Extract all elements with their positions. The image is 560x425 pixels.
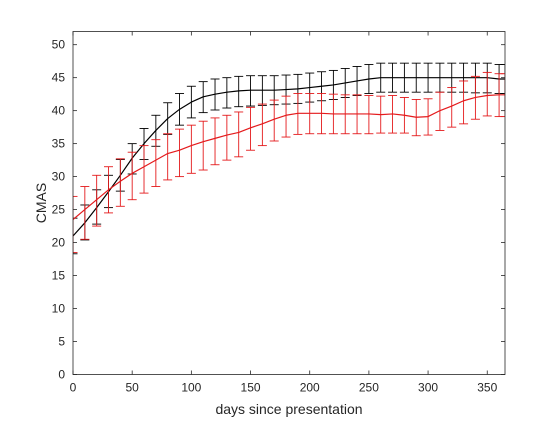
error-bar: [500, 64, 505, 94]
error-bar: [246, 75, 256, 107]
error-bar: [92, 174, 102, 227]
error-bar: [80, 186, 90, 240]
error-bar: [73, 195, 78, 253]
error-bar: [198, 120, 208, 171]
error-bar: [447, 87, 457, 128]
error-bar: [234, 75, 244, 108]
y-axis-label: CMAS: [33, 183, 49, 223]
x-tick-label: 100: [181, 381, 201, 395]
error-bar: [281, 95, 291, 138]
y-tick-label: 35: [52, 137, 66, 151]
series-2: [73, 71, 505, 253]
y-tick-label: 5: [58, 335, 65, 349]
axis-layer: 0 50 100 150 200 250 300 350 0 5 10 15 20 25 30 35 40 45 5…: [52, 31, 505, 395]
y-tick-label: 25: [52, 203, 66, 217]
y-tick-label: 10: [52, 302, 66, 316]
error-bar: [222, 114, 232, 161]
error-bar: [222, 77, 232, 109]
plot-frame: [72, 31, 506, 375]
x-axis-label: days since presentation: [215, 401, 362, 417]
plot-area: [73, 31, 505, 375]
error-bar: [246, 106, 256, 151]
series-layer: [73, 62, 505, 255]
y-tick-label: 15: [52, 269, 66, 283]
error-bar: [127, 151, 137, 201]
error-bar: [500, 73, 505, 118]
y-tick-label: 30: [52, 170, 66, 184]
y-tick-label: 0: [58, 368, 65, 382]
error-bar: [269, 99, 279, 142]
error-bar: [364, 95, 374, 135]
y-tick-label: 50: [52, 38, 66, 52]
series-group: [73, 62, 505, 255]
error-bar: [234, 111, 244, 158]
x-tick-label: 0: [70, 381, 77, 395]
error-bar: [257, 103, 267, 147]
error-bar: [175, 128, 185, 178]
error-bar: [293, 93, 303, 135]
error-bar: [73, 217, 78, 255]
y-tick-label: 45: [52, 71, 66, 85]
x-tick-label: 150: [241, 381, 261, 395]
x-tick-label: 300: [418, 381, 438, 395]
x-tick-label: 350: [477, 381, 497, 395]
error-bar: [139, 145, 149, 194]
error-bar: [163, 133, 173, 181]
error-bar: [459, 80, 469, 125]
x-tick-label: 250: [359, 381, 379, 395]
error-bar: [186, 124, 196, 174]
error-bar: [210, 117, 220, 166]
y-tick-label: 40: [52, 104, 66, 118]
error-bar: [115, 158, 125, 207]
y-tick-label: 20: [52, 236, 66, 250]
x-tick-label: 200: [300, 381, 320, 395]
series-line: [73, 94, 505, 220]
error-bar: [151, 139, 161, 187]
series-line: [73, 77, 505, 237]
x-tick-label: 50: [125, 381, 139, 395]
error-bar: [482, 71, 492, 117]
